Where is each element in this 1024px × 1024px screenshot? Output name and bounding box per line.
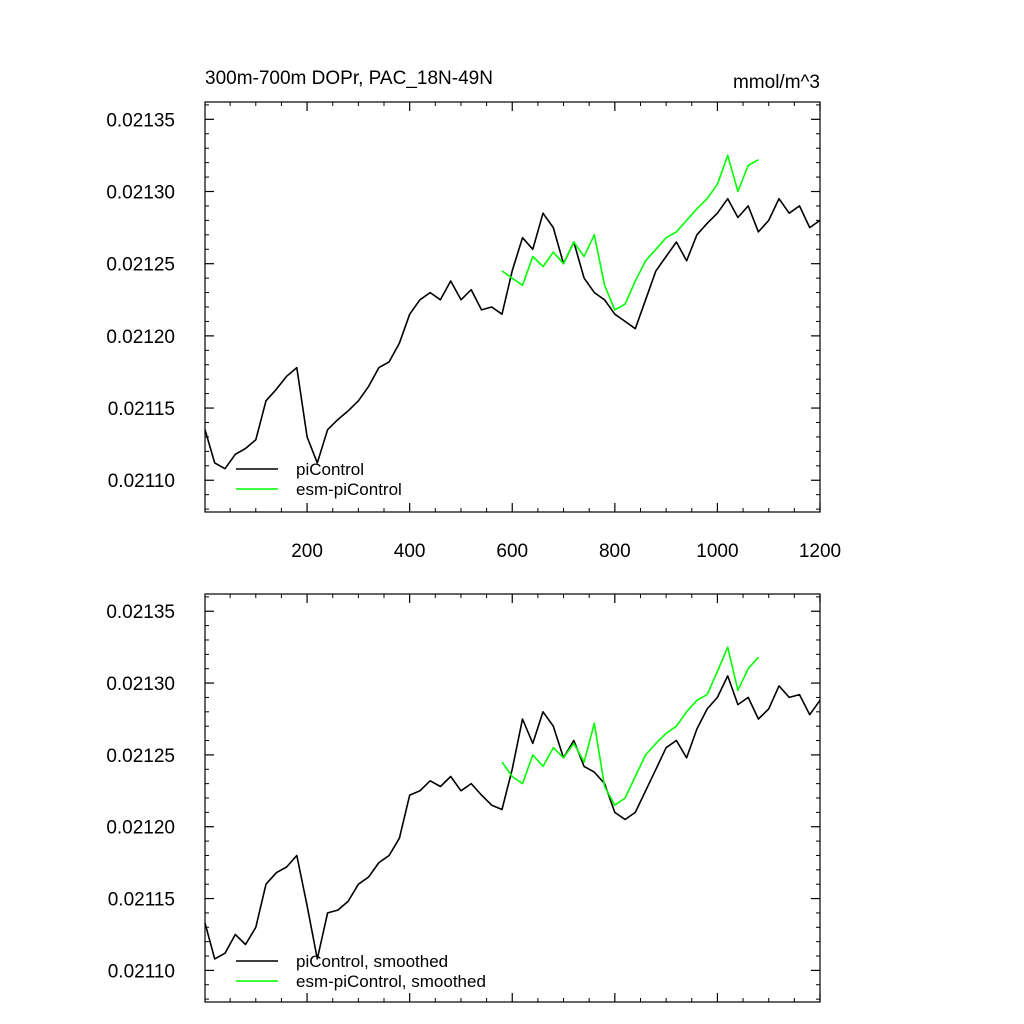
series-line-esm-picontrol	[501, 154, 759, 311]
y-tick-label: 0.02115	[108, 890, 175, 911]
y-tick-label: 0.02130	[106, 183, 175, 204]
units-label: mmol/m^3	[733, 72, 820, 93]
bottom-panel: 0.02110 0.02115 0.02120 0.02125 0.02130 0.021…	[106, 593, 821, 1003]
chart-title: 300m-700m DOPr, PAC_18N-49N	[205, 68, 493, 89]
legend-label: piControl, smoothed	[296, 952, 448, 971]
y-tick-label: 0.02115	[108, 399, 175, 420]
x-tick-label: 800	[599, 541, 631, 562]
x-tick-label: 200	[291, 541, 323, 562]
y-tick-label: 0.02125	[106, 255, 175, 276]
y-tick-label: 0.02120	[106, 327, 175, 348]
legend-label: piControl	[296, 460, 364, 479]
x-tick-label: 1000	[696, 541, 738, 562]
y-tick-label: 0.02135	[106, 602, 175, 623]
top-panel: 300m-700m DOPr, PAC_18N-49N mmol/m^3 200…	[106, 68, 841, 562]
y-tick-label: 0.02125	[106, 746, 175, 767]
y-tick-label: 0.02135	[106, 110, 175, 131]
y-tick-label: 0.02130	[106, 674, 175, 695]
legend-label: esm-piControl, smoothed	[296, 972, 486, 991]
plot-frame	[204, 101, 821, 513]
plot-frame	[204, 593, 821, 1003]
x-tick-label: 400	[394, 541, 426, 562]
y-tick-label: 0.02120	[106, 818, 175, 839]
y-tick-label: 0.02110	[108, 961, 175, 982]
series-line-picontrol	[204, 197, 821, 470]
legend-label: esm-piControl	[296, 480, 402, 499]
x-tick-label: 1200	[799, 541, 841, 562]
series-line-esm-picontrol	[501, 646, 759, 807]
x-tick-label: 600	[496, 541, 528, 562]
series-line-picontrol	[204, 675, 821, 960]
y-tick-label: 0.02110	[108, 471, 175, 492]
